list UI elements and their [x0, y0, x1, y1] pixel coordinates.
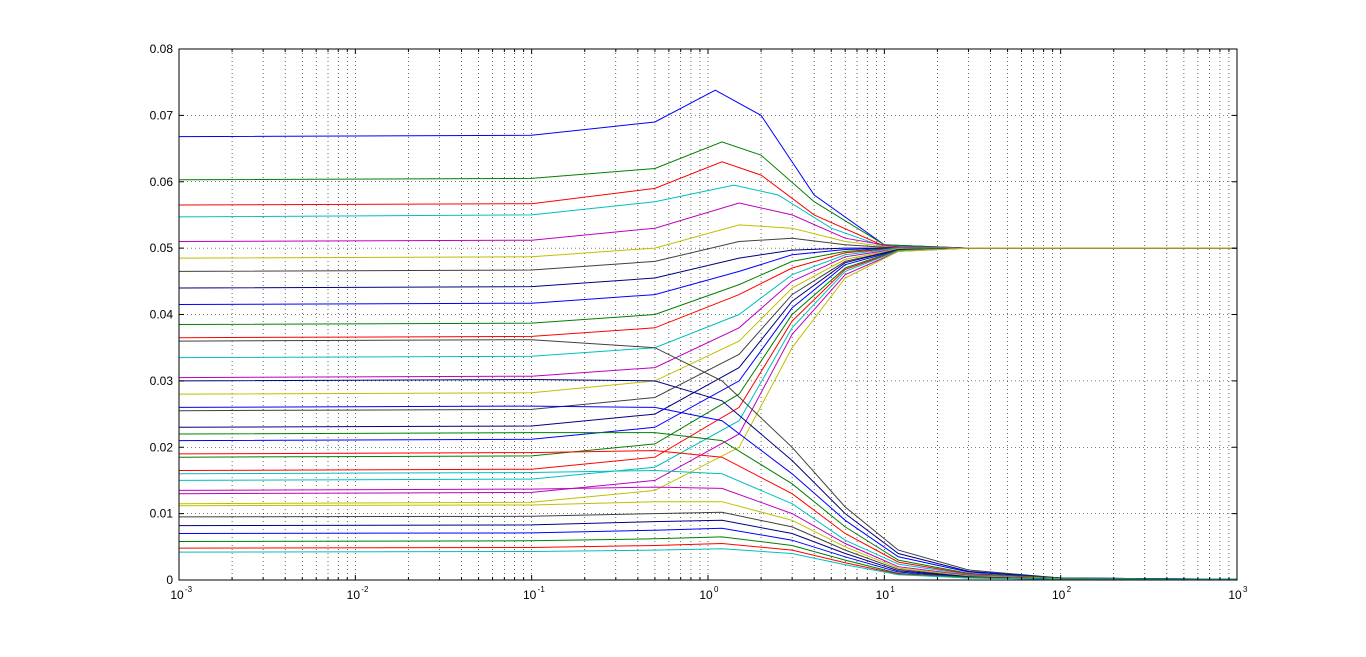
series-line — [178, 405, 1238, 580]
x-tick-exponent: 0 — [714, 585, 719, 594]
series-lines — [178, 89, 1238, 580]
grid — [179, 49, 1237, 580]
x-tick-label: 10 — [347, 588, 361, 602]
y-tick-label: 0.08 — [150, 42, 174, 56]
series-line — [178, 501, 1238, 580]
x-tick-label: 10 — [699, 588, 713, 602]
series-line — [178, 548, 1237, 580]
x-tick-exponent: 1 — [890, 585, 895, 594]
series-line — [178, 339, 1238, 580]
series-line — [178, 247, 1237, 505]
y-tick-label: 0.07 — [150, 108, 174, 122]
y-tick-label: 0.02 — [150, 440, 174, 454]
y-tick-label: 0 — [166, 573, 173, 587]
x-tick-label: 10 — [876, 588, 890, 602]
x-tick-exponent: 2 — [1067, 585, 1072, 594]
axis-ticks — [178, 48, 1237, 581]
y-tick-label: 0.03 — [150, 374, 174, 388]
series-line — [178, 432, 1238, 580]
y-tick-label: 0.05 — [150, 241, 174, 255]
y-tick-label: 0.04 — [150, 308, 174, 322]
x-tick-label: 10 — [523, 588, 537, 602]
x-tick-label: 10 — [1052, 588, 1066, 602]
x-tick-exponent: -2 — [361, 585, 369, 594]
y-tick-label: 0.06 — [150, 175, 174, 189]
x-tick-exponent: 3 — [1243, 585, 1248, 594]
x-tick-exponent: -3 — [185, 585, 193, 594]
y-tick-label: 0.01 — [150, 507, 174, 521]
x-tick-exponent: -1 — [538, 585, 546, 594]
x-tick-label: 10 — [170, 588, 184, 602]
x-tick-label: 10 — [1228, 588, 1242, 602]
